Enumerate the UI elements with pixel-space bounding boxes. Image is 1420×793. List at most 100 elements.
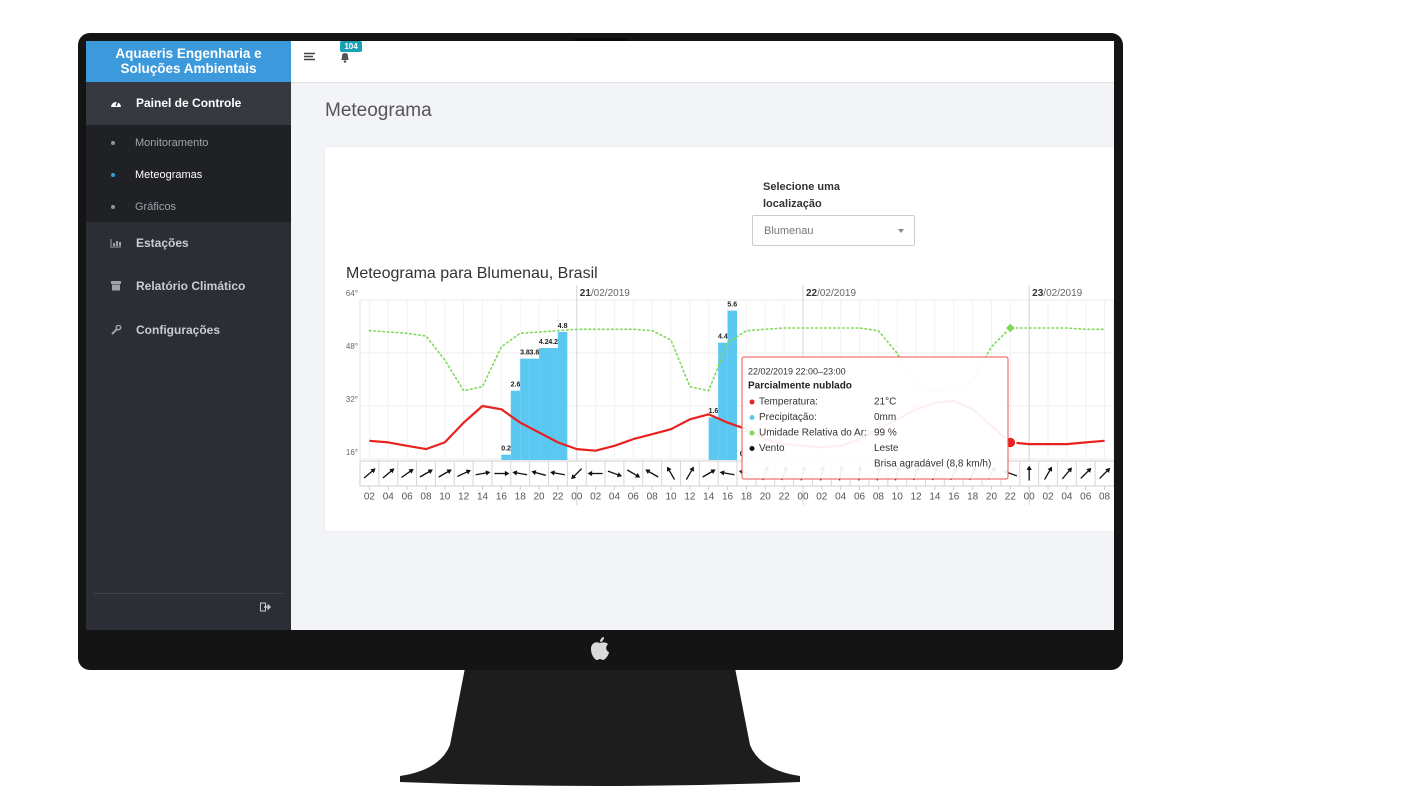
monitor-stand (400, 668, 800, 786)
x-tick-label: 22 (779, 492, 791, 503)
topbar: 104 (291, 41, 1114, 83)
logout-button[interactable] (260, 602, 272, 612)
arrow-head (504, 470, 510, 477)
select-caret (898, 229, 904, 233)
arrow-head (512, 470, 518, 476)
x-tick-label: 20 (534, 492, 546, 503)
submenu-item[interactable]: Gráficos (135, 201, 176, 213)
x-tick-label: 06 (1080, 492, 1092, 503)
precip-label: 2.6 (511, 382, 521, 389)
y-tick-label: 64° (346, 289, 358, 298)
x-tick-label: 12 (458, 492, 470, 503)
page-title: Meteograma (325, 100, 432, 121)
menu-toggle[interactable] (304, 52, 316, 62)
tooltip-dot (749, 430, 755, 436)
hover-marker-humidity (1004, 322, 1017, 334)
wind-arrow (1043, 466, 1053, 480)
icon (110, 239, 121, 248)
wind-arrow (438, 469, 452, 478)
notifications-bell[interactable] (339, 51, 351, 63)
x-tick-label: 10 (892, 492, 904, 503)
bullet (111, 173, 115, 177)
x-tick-label: 08 (420, 492, 432, 503)
arrow-head (427, 469, 433, 475)
wind-arrow (1061, 467, 1073, 480)
menu-item[interactable]: Painel de Controle (86, 82, 291, 125)
precip-bar (727, 310, 737, 460)
precip-label: 3.8 (520, 350, 530, 357)
location-select[interactable]: Blumenau (752, 215, 915, 246)
tooltip-dot (749, 446, 755, 451)
tooltip-dot (749, 415, 755, 420)
wind-arrow (401, 468, 414, 479)
precip-bar (718, 342, 728, 460)
x-tick-label: 08 (1099, 492, 1111, 503)
precip-bar (557, 332, 568, 460)
wind-arrow (531, 470, 547, 476)
tooltip-label: Precipitação: (759, 412, 817, 423)
submenu: Monitoramento Meteogramas Gráficos (86, 125, 291, 222)
arrow-head (408, 468, 414, 474)
arrow-head (635, 472, 641, 478)
arrow-head (370, 468, 376, 474)
arrow-head (1067, 467, 1073, 473)
x-tick-label: 16 (948, 492, 960, 503)
arrow-head (446, 469, 452, 475)
arrow-head (667, 466, 672, 472)
wind-arrow (667, 466, 676, 480)
wind-arrow (1026, 465, 1032, 481)
menu-item[interactable]: Relatório Climático (86, 265, 291, 308)
wind-arrow (550, 470, 565, 476)
x-tick-label: 14 (703, 492, 715, 503)
arrow-head (1086, 467, 1092, 473)
brand: Aquaeris Engenharia e Soluções Ambientai… (86, 41, 291, 82)
x-tick-label: 18 (741, 492, 753, 503)
menu-item[interactable]: Configurações (86, 309, 291, 352)
meteogram: Meteograma para Blumenau, Brasil 16° 32° 4… (346, 265, 1114, 505)
arrow-head (571, 474, 577, 480)
wind-arrow (494, 470, 510, 477)
x-tick-label: 08 (647, 492, 659, 503)
x-tick-label: 20 (986, 492, 998, 503)
precip-bar (501, 454, 511, 460)
y-tick-label: 16° (346, 448, 358, 457)
submenu-item-active[interactable]: Meteogramas (135, 169, 203, 181)
tooltip-header: 22/02/2019 22:00–23:00 (748, 366, 846, 376)
arrow-head (587, 470, 593, 477)
tooltip-label: Umidade Relativa do Ar: (759, 428, 867, 439)
apple-logo (591, 637, 609, 660)
x-tick-label: 02 (590, 492, 602, 503)
x-tick-label: 10 (665, 492, 677, 503)
tooltip-value: Leste (874, 443, 899, 454)
select-value: Blumenau (764, 225, 814, 237)
chart-title: Meteograma para Blumenau, Brasil (346, 265, 598, 282)
wind-arrow (382, 468, 395, 479)
arrow-head (1105, 467, 1111, 473)
x-tick-label: 04 (383, 492, 395, 503)
precip-bar (529, 358, 540, 460)
arrow-head (719, 470, 725, 476)
wind-arrow (457, 469, 471, 478)
x-tick-label: 02 (1042, 492, 1054, 503)
tooltip-value: 0mm (874, 412, 896, 423)
precip-bar (510, 390, 521, 460)
menu-item[interactable]: Estações (86, 222, 291, 265)
x-tick-label: 16 (496, 492, 508, 503)
precip-label: 1.6 (709, 408, 719, 415)
submenu-item[interactable]: Monitoramento (135, 137, 209, 149)
x-tick-label: 04 (835, 492, 847, 503)
x-tick-label: 06 (628, 492, 640, 503)
tooltip-dot (749, 399, 755, 405)
wind-arrow (719, 470, 735, 476)
x-tick-label: 06 (854, 492, 866, 503)
tooltip-box (741, 356, 1009, 480)
arrow-head (616, 472, 622, 478)
x-tick-label: 12 (684, 492, 696, 503)
wind-arrow (1080, 467, 1092, 479)
x-tick-label: 18 (515, 492, 527, 503)
x-tick-label: 02 (364, 492, 376, 503)
tooltip-value: 21°C (874, 397, 896, 408)
x-tick-label: 08 (873, 492, 885, 503)
bullet (111, 141, 115, 145)
